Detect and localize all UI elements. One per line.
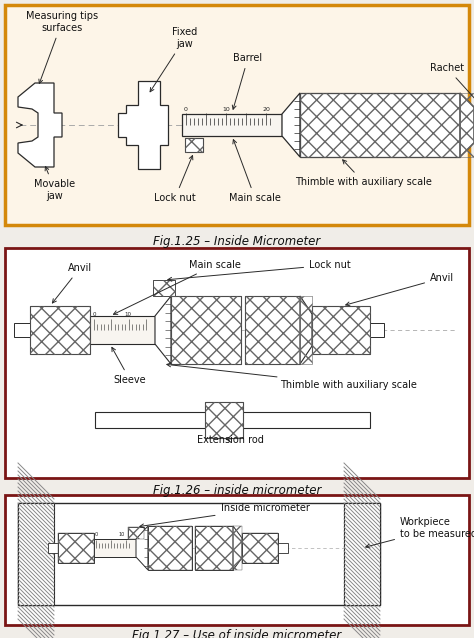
Text: 0: 0: [94, 532, 98, 537]
Bar: [195, 526, 233, 570]
Bar: [18, 503, 54, 605]
Text: Workpiece
to be measured: Workpiece to be measured: [366, 517, 474, 548]
Text: Extension rod: Extension rod: [197, 435, 264, 445]
Text: Thimble with auxiliary scale: Thimble with auxiliary scale: [167, 363, 417, 390]
Text: Sleeve: Sleeve: [112, 347, 146, 385]
Bar: [153, 280, 175, 296]
Text: Anvil: Anvil: [346, 273, 454, 306]
Polygon shape: [118, 81, 168, 169]
Text: 0: 0: [92, 312, 96, 317]
Bar: [171, 296, 241, 364]
Bar: [148, 526, 192, 570]
Bar: [300, 93, 460, 157]
Text: Movable
jaw: Movable jaw: [35, 167, 75, 201]
Bar: [18, 503, 380, 605]
Polygon shape: [460, 93, 474, 157]
Text: Anvil: Anvil: [53, 263, 92, 303]
Text: Fig.1.27 – Use of inside micrometer: Fig.1.27 – Use of inside micrometer: [132, 629, 342, 638]
Text: Measuring tips
surfaces: Measuring tips surfaces: [26, 11, 98, 84]
Bar: [5, 495, 469, 625]
Bar: [312, 306, 370, 354]
Bar: [460, 93, 474, 157]
Bar: [128, 527, 144, 539]
Polygon shape: [233, 526, 242, 570]
Bar: [94, 539, 136, 557]
Polygon shape: [300, 296, 312, 364]
Bar: [48, 543, 58, 553]
Polygon shape: [136, 526, 148, 570]
Text: Lock nut: Lock nut: [154, 156, 196, 203]
Bar: [245, 296, 300, 364]
Bar: [128, 527, 144, 539]
Text: Thimble with auxiliary scale: Thimble with auxiliary scale: [295, 160, 432, 187]
Bar: [5, 248, 469, 478]
Text: Inside micrometer: Inside micrometer: [140, 503, 310, 528]
Bar: [185, 138, 203, 152]
Bar: [242, 533, 278, 563]
Bar: [148, 526, 192, 570]
Text: 10: 10: [222, 107, 230, 112]
Text: 20: 20: [262, 107, 270, 112]
Text: Fig.1.26 – inside micrometer: Fig.1.26 – inside micrometer: [153, 484, 321, 497]
Bar: [58, 533, 94, 563]
Bar: [205, 402, 243, 438]
Bar: [312, 306, 370, 354]
Bar: [171, 296, 241, 364]
Text: Fig.1.25 – Inside Micrometer: Fig.1.25 – Inside Micrometer: [154, 235, 320, 248]
Bar: [300, 93, 460, 157]
Bar: [58, 533, 94, 563]
Bar: [344, 503, 380, 605]
Text: Barrel: Barrel: [232, 53, 263, 109]
Bar: [90, 316, 155, 344]
Text: Lock nut: Lock nut: [168, 260, 351, 281]
Bar: [195, 526, 233, 570]
Polygon shape: [282, 93, 300, 157]
Bar: [5, 5, 469, 225]
Bar: [300, 296, 312, 364]
Bar: [233, 526, 242, 570]
Text: Rachet: Rachet: [430, 63, 474, 108]
Bar: [370, 323, 384, 337]
Text: 10: 10: [119, 532, 125, 537]
Bar: [242, 533, 278, 563]
Bar: [153, 280, 175, 296]
Polygon shape: [18, 83, 62, 167]
Bar: [14, 323, 30, 337]
Text: Main scale: Main scale: [229, 140, 281, 203]
Text: 10: 10: [125, 312, 131, 317]
Bar: [278, 543, 288, 553]
Bar: [30, 306, 90, 354]
Bar: [182, 114, 282, 136]
Bar: [30, 306, 90, 354]
Bar: [185, 138, 203, 152]
Text: Main scale: Main scale: [113, 260, 241, 315]
Bar: [245, 296, 300, 364]
Bar: [205, 402, 243, 438]
Polygon shape: [155, 296, 171, 364]
Text: 0: 0: [184, 107, 188, 112]
Text: Fixed
jaw: Fixed jaw: [150, 27, 198, 92]
Bar: [95, 412, 370, 428]
